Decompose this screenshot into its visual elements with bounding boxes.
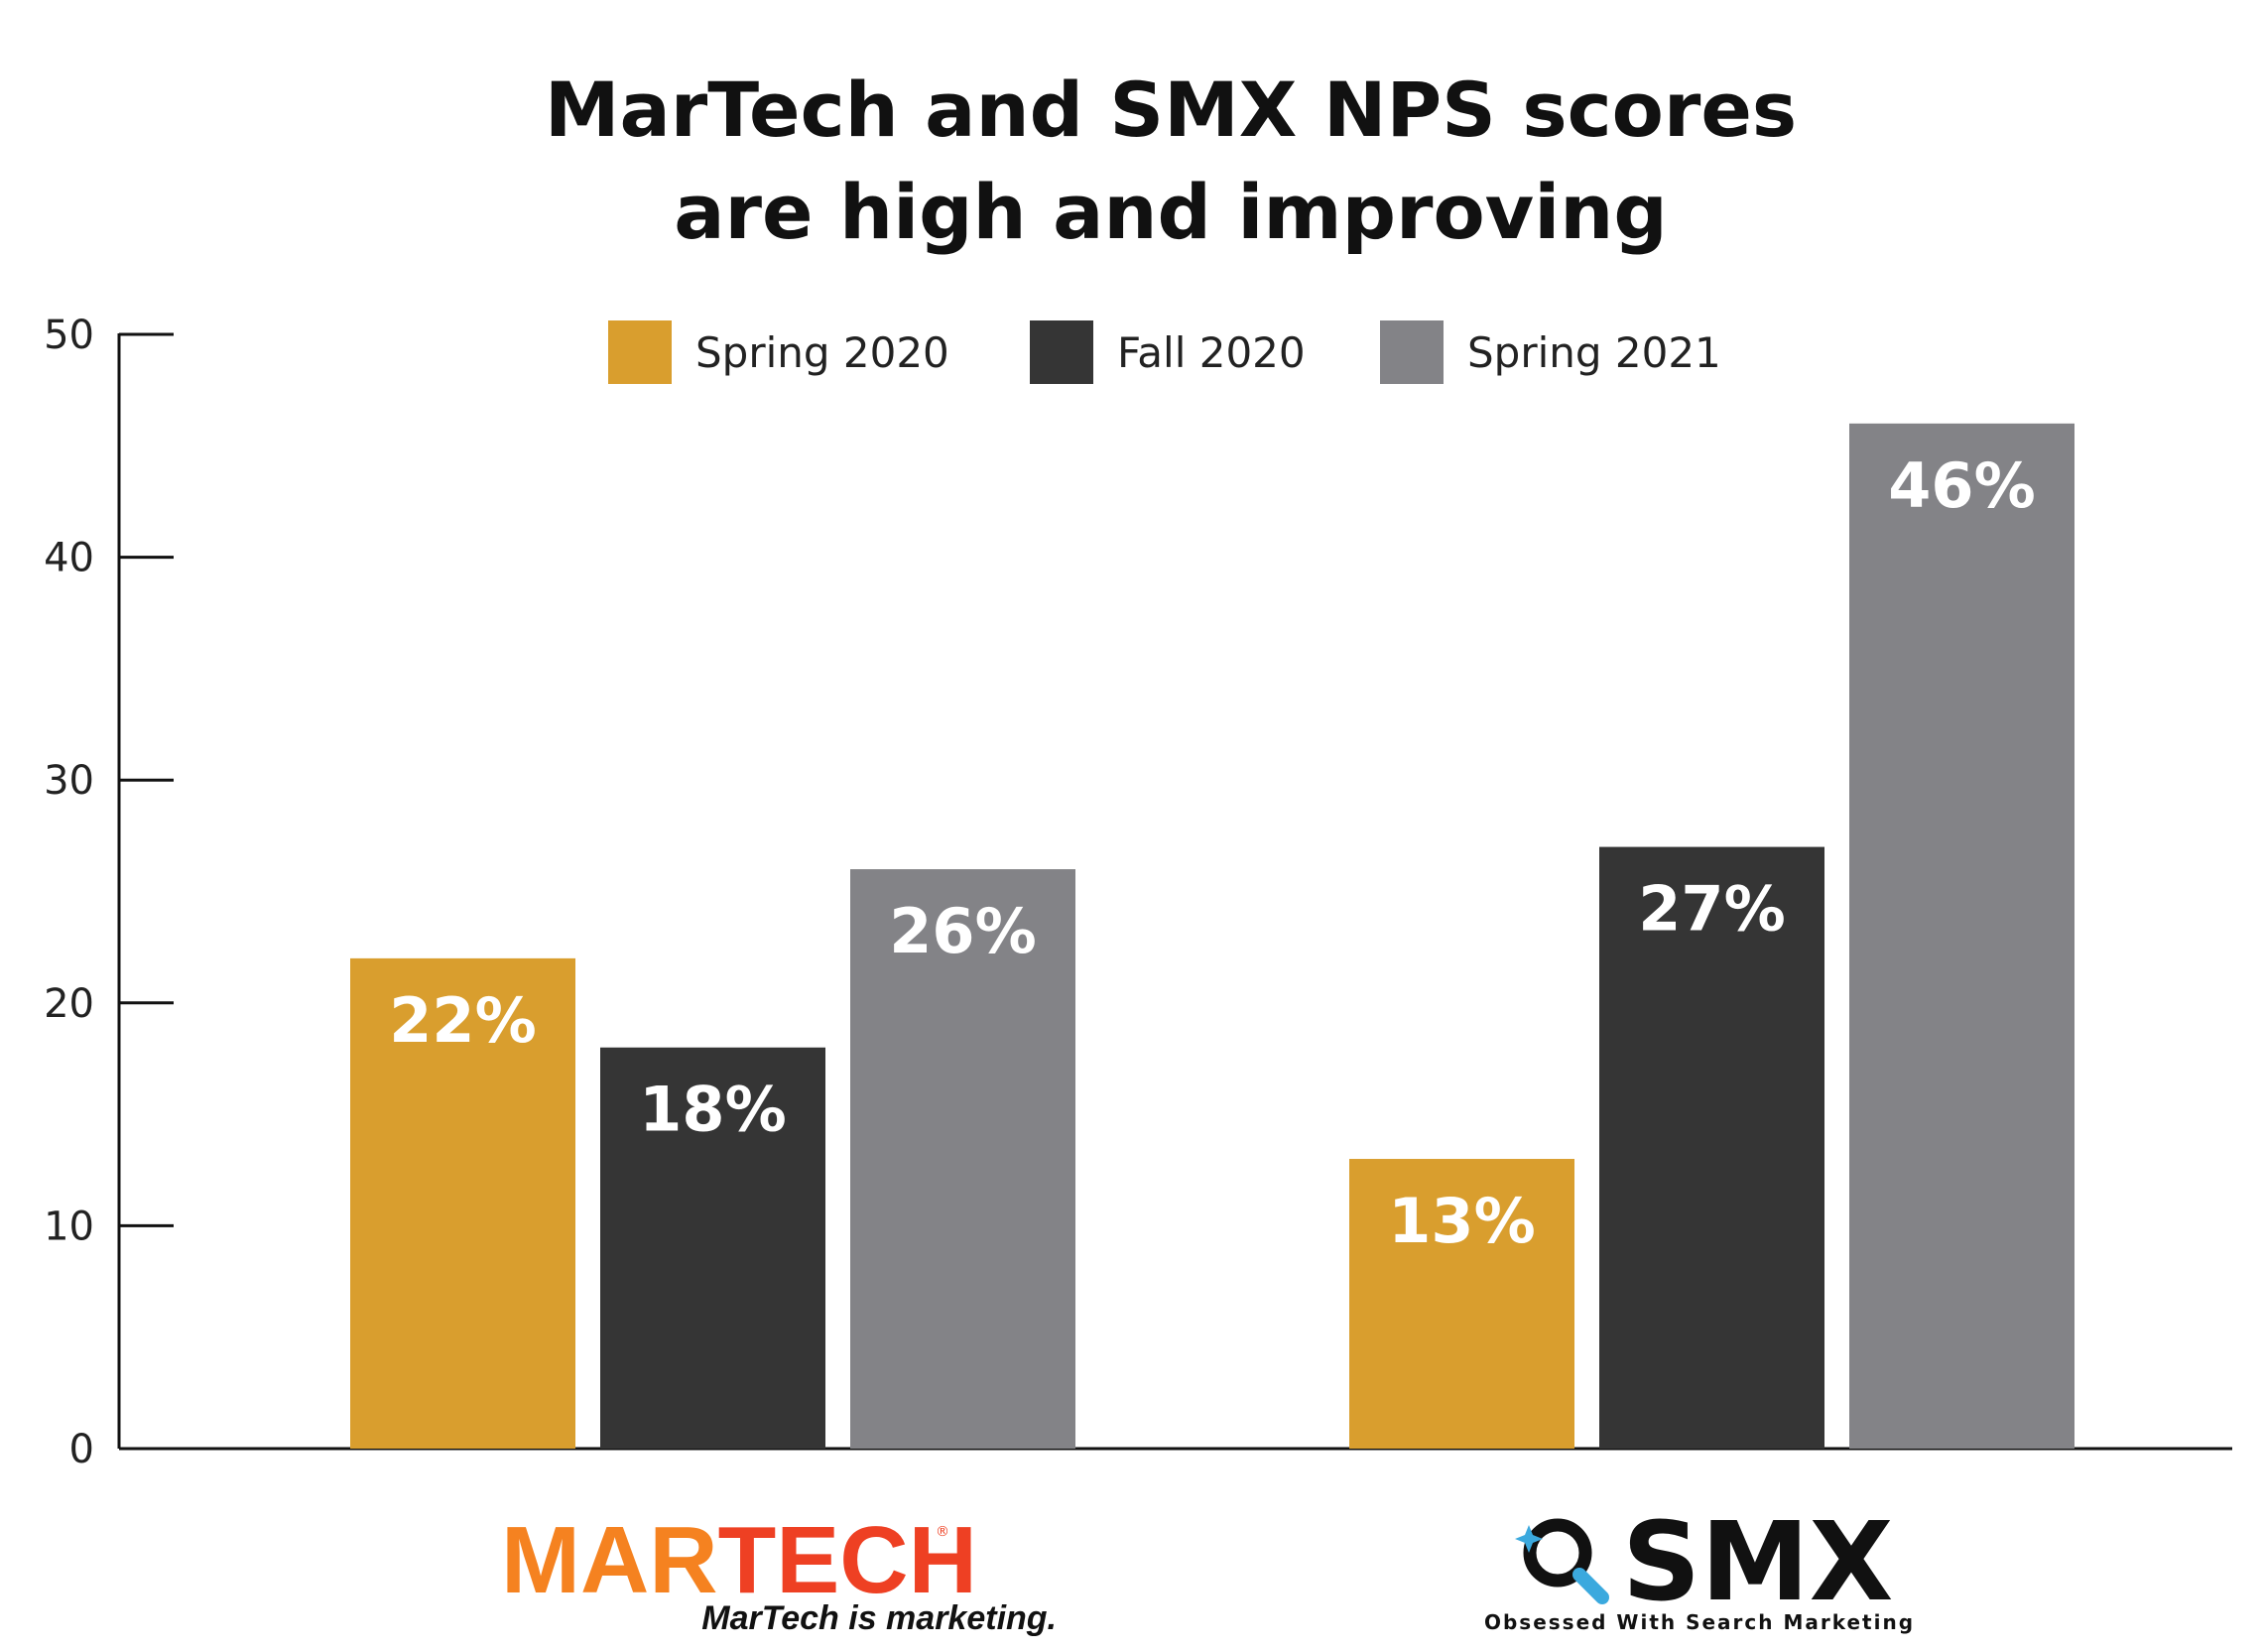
smx-logo-wordmark: SMX — [1622, 1498, 1894, 1625]
chart-title-line-2: are high and improving — [674, 168, 1668, 256]
y-tick-label: 20 — [44, 981, 94, 1027]
y-tick-label: 10 — [44, 1204, 94, 1249]
bar-value-label: 13% — [1388, 1185, 1535, 1257]
bars: 22% 18% 26% 13% 27% 46% — [350, 423, 2074, 1450]
y-tick-label: 50 — [44, 313, 94, 358]
bar-value-label: 46% — [1888, 449, 2035, 522]
legend-label: Spring 2020 — [695, 328, 949, 377]
martech-logo-wordmark: MARTECH — [501, 1507, 977, 1613]
bar — [1849, 423, 2074, 1450]
bar — [1599, 846, 1824, 1449]
legend-label: Spring 2021 — [1467, 328, 1721, 377]
martech-tagline: MarTech is marketing. — [701, 1599, 1057, 1637]
martech-logo-mar: MAR — [501, 1507, 718, 1613]
bar — [850, 869, 1075, 1449]
martech-logo: MARTECH ® MarTech is marketing. — [501, 1507, 1057, 1637]
y-tick-label: 0 — [69, 1427, 94, 1472]
legend-swatch — [1380, 320, 1444, 384]
chart-title-line-1: MarTech and SMX NPS scores — [545, 65, 1797, 154]
legend-swatch — [608, 320, 672, 384]
bar-value-label: 26% — [889, 895, 1036, 967]
legend-label: Fall 2020 — [1117, 328, 1306, 377]
bar-value-label: 18% — [639, 1074, 786, 1146]
bar — [350, 957, 575, 1449]
y-tick-label: 40 — [44, 536, 94, 581]
y-tick-label: 30 — [44, 758, 94, 804]
smx-logo: SMX Obsessed With Search Marketing — [1484, 1498, 1915, 1634]
magnifier-icon — [1515, 1518, 1609, 1604]
bar — [600, 1047, 825, 1449]
martech-registered-mark: ® — [936, 1524, 949, 1540]
legend: Spring 2020 Fall 2020 Spring 2021 — [608, 320, 1721, 384]
bar-value-label: 27% — [1638, 873, 1785, 946]
bar — [1349, 1159, 1574, 1449]
smx-tagline: Obsessed With Search Marketing — [1484, 1610, 1915, 1634]
legend-swatch — [1030, 320, 1093, 384]
bar-value-label: 22% — [389, 984, 536, 1057]
martech-logo-tech: TECH — [718, 1507, 977, 1613]
